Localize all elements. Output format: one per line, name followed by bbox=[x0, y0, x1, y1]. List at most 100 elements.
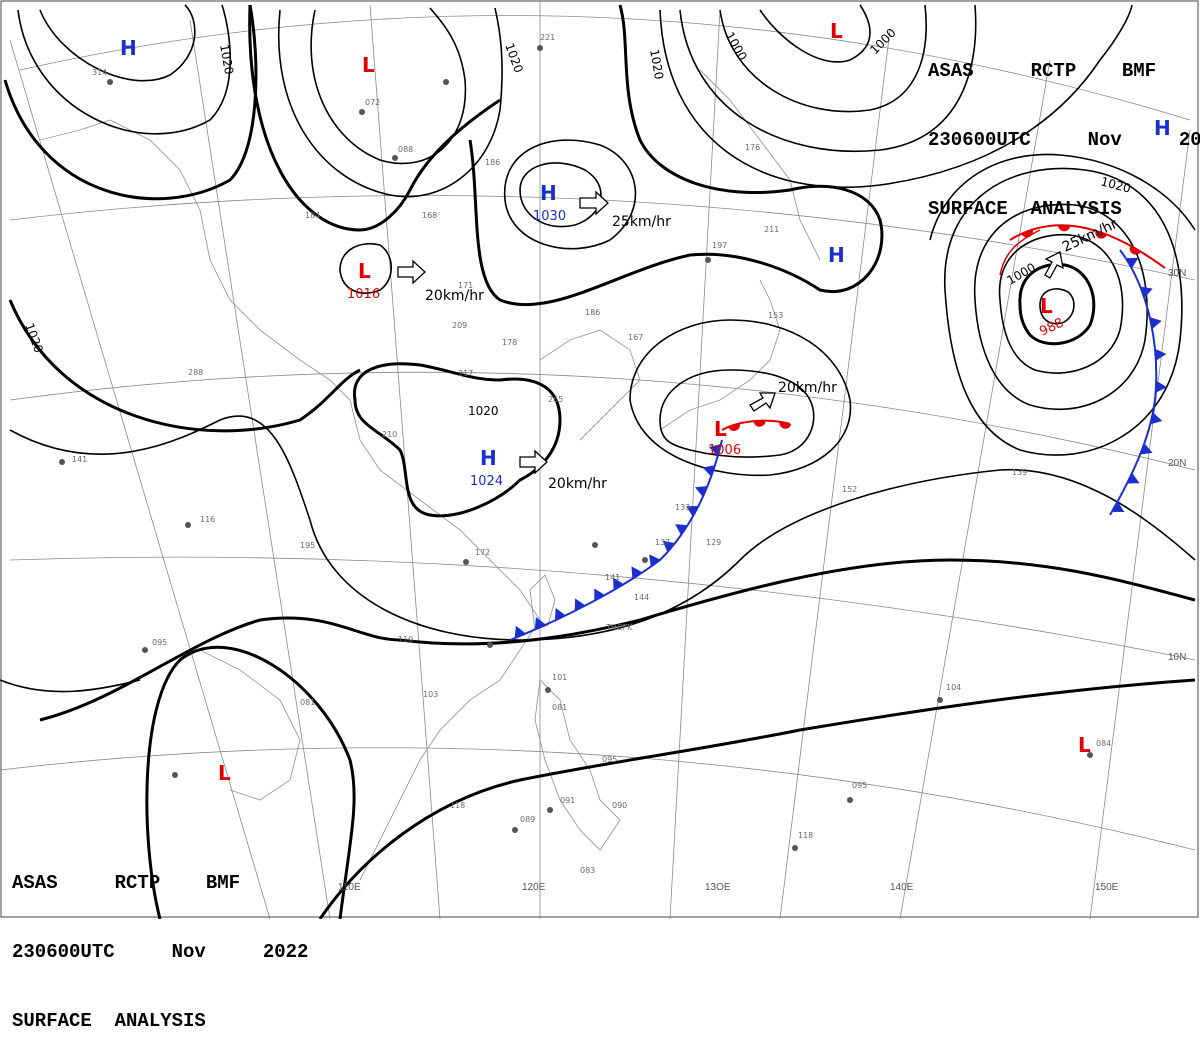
cold-front-triangle bbox=[1125, 257, 1139, 269]
station-marker bbox=[392, 155, 398, 161]
isobar-1008-indochina bbox=[145, 645, 356, 919]
cold-front-triangle bbox=[534, 617, 546, 630]
motion-arrow bbox=[1044, 251, 1064, 279]
station-value: 186 bbox=[485, 158, 500, 167]
station-marker bbox=[487, 642, 493, 648]
station-value: 137 bbox=[655, 538, 670, 547]
latitude-label: 10N bbox=[1168, 652, 1186, 663]
warm-front-semicircle bbox=[1129, 245, 1141, 255]
isobar-1010-tropics bbox=[318, 678, 1196, 919]
isobar-north-l-pacific bbox=[759, 4, 871, 63]
motion-speed-label: 20km/hr bbox=[778, 380, 837, 396]
station-marker bbox=[792, 845, 798, 851]
isobar-west-fragment bbox=[0, 679, 141, 693]
coastline-japan bbox=[659, 279, 781, 431]
longitude-label: 13OE bbox=[705, 882, 731, 893]
station-marker bbox=[142, 647, 148, 653]
station-value: 095 bbox=[152, 638, 167, 647]
isobar-1008-japan-low bbox=[659, 369, 815, 458]
warm-front-semicircle bbox=[728, 423, 740, 431]
cold-front-triangle bbox=[1155, 348, 1167, 361]
grid-labels: 110E 120E 13OE 140E 150E 30N 20N 10N bbox=[338, 268, 1186, 893]
cold-front-japan bbox=[509, 439, 723, 641]
station-marker bbox=[512, 827, 518, 833]
station-value: 153 bbox=[768, 311, 783, 320]
isobar-1004-north bbox=[679, 4, 977, 152]
latitude-line-0 bbox=[0, 747, 1196, 851]
station-value: 091 bbox=[560, 796, 575, 805]
station-value: 101 bbox=[552, 673, 567, 682]
station-marker bbox=[107, 79, 113, 85]
station-value: 217 bbox=[458, 369, 473, 378]
surface-analysis-map: 1020 1020 1020 1020 1000 1000 1020 1000 … bbox=[0, 0, 1199, 919]
cold-front-pacific bbox=[1109, 249, 1158, 516]
low-pressure-value: 1016 bbox=[347, 287, 380, 302]
station-value: 133 bbox=[675, 503, 690, 512]
station-marker bbox=[545, 687, 551, 693]
warm-front-semicircle bbox=[1095, 230, 1107, 239]
isobar-1008-north bbox=[659, 4, 1133, 189]
low-pressure-center: L bbox=[218, 761, 231, 785]
station-value: 116 bbox=[200, 515, 215, 524]
longitude-label: 140E bbox=[890, 882, 914, 893]
longitude-line-150e bbox=[1089, 129, 1191, 919]
isobar-1012-low bbox=[944, 167, 1183, 456]
station-value: 314 bbox=[92, 68, 107, 77]
coastline-philippines bbox=[534, 679, 621, 851]
station-marker bbox=[592, 542, 598, 548]
isobar-label: 1020 bbox=[502, 41, 526, 74]
isobar-north-l-ring-2 bbox=[278, 7, 503, 198]
motion-speed-label: 20km/hr bbox=[425, 288, 484, 304]
isobar-1016-low bbox=[339, 243, 393, 294]
low-pressure-center: L bbox=[358, 259, 371, 283]
station-value: 118 bbox=[798, 831, 813, 840]
title-line-datetime: 230600UTC Nov 2022 bbox=[928, 129, 1200, 151]
isobar-992-low bbox=[1018, 263, 1096, 346]
station-marker bbox=[1087, 752, 1093, 758]
isobar-north-h-ring bbox=[39, 4, 196, 82]
station-marker bbox=[937, 697, 943, 703]
station-value: 211 bbox=[764, 225, 779, 234]
coastline-sakhalin bbox=[699, 69, 821, 261]
motion-speed-label: 25km/hr bbox=[612, 214, 671, 230]
cold-front-triangle bbox=[1140, 443, 1153, 455]
isobar-1016-east bbox=[929, 153, 1196, 241]
high-pressure-value: 1024 bbox=[470, 474, 503, 489]
longitude-line-130e bbox=[779, 29, 891, 919]
station-value: 168 bbox=[422, 211, 437, 220]
station-value: 152 bbox=[842, 485, 857, 494]
high-pressure-center: H bbox=[828, 243, 845, 267]
coastline-indochina bbox=[199, 649, 301, 801]
title-line-agency: ASAS RCTP BMF bbox=[928, 60, 1157, 82]
warm-front-semicircle bbox=[1021, 229, 1033, 238]
station-value: 095 bbox=[602, 755, 617, 764]
cold-front-triangle bbox=[1150, 412, 1163, 425]
isobar-label: 1000 bbox=[867, 26, 898, 57]
coastline-south bbox=[359, 699, 471, 881]
map-title-top-right: ASAS RCTP BMF 230600UTC Nov 2022 SURFACE… bbox=[928, 14, 1200, 244]
station-plots: 314 072 088 186 221 184 168 171 209 178 … bbox=[59, 33, 1111, 875]
station-value: 118 bbox=[450, 801, 465, 810]
station-value: 221 bbox=[540, 33, 555, 42]
station-marker bbox=[443, 79, 449, 85]
station-value: 210 bbox=[382, 430, 397, 439]
low-pressure-center: L bbox=[830, 19, 843, 43]
warm-front-semicircle bbox=[753, 420, 766, 427]
isobar-label: 1020 bbox=[217, 43, 236, 76]
cold-front-triangle bbox=[708, 444, 722, 456]
station-marker bbox=[463, 559, 469, 565]
cold-front-triangle bbox=[631, 566, 643, 579]
longitude-label: 150E bbox=[1095, 882, 1119, 893]
station-value: 141 bbox=[605, 573, 620, 582]
station-value: 081 bbox=[300, 698, 315, 707]
station-value: 110 bbox=[398, 635, 413, 644]
isobar-label: 1020 bbox=[468, 404, 499, 418]
isobar-1012-south bbox=[39, 558, 1196, 722]
cold-front-triangle bbox=[662, 540, 676, 553]
station-marker bbox=[547, 807, 553, 813]
isobar-1000-low bbox=[998, 233, 1124, 374]
warm-front-semicircle bbox=[1058, 224, 1071, 232]
station-marker bbox=[172, 772, 178, 778]
high-pressure-center: H bbox=[120, 36, 137, 60]
latitude-label: 20N bbox=[1168, 458, 1186, 469]
